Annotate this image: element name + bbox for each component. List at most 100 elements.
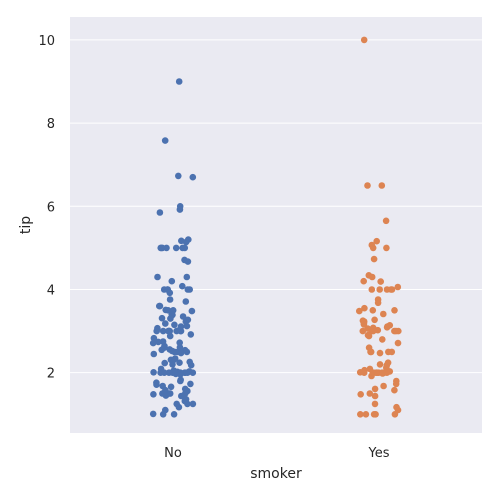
data-point-yes-77	[391, 386, 398, 394]
data-point-yes-18	[368, 286, 376, 293]
data-point-no-28	[166, 289, 174, 297]
data-point-yes-23	[369, 307, 377, 314]
data-point-no-21	[168, 277, 176, 285]
data-point-no-19	[183, 273, 191, 281]
y-tick-label: 6	[47, 200, 55, 215]
data-point-no-63	[149, 339, 157, 347]
data-point-yes-3	[382, 217, 390, 225]
data-point-no-3	[189, 173, 197, 181]
data-point-yes-15	[376, 286, 384, 293]
data-point-yes-4	[373, 237, 381, 245]
data-point-no-126	[175, 403, 183, 411]
data-point-yes-8	[370, 255, 378, 263]
data-point-yes-79	[357, 391, 365, 398]
data-point-no-96	[157, 369, 164, 377]
data-point-no-123	[149, 410, 157, 418]
data-point-no-73	[177, 349, 185, 357]
data-point-yes-51	[367, 348, 374, 356]
data-point-no-0	[175, 78, 183, 85]
data-point-no-2	[175, 172, 182, 180]
data-point-yes-39	[359, 327, 367, 335]
data-point-yes-26	[371, 316, 378, 324]
data-point-no-132	[177, 377, 184, 385]
data-point-yes-41	[369, 327, 377, 335]
data-point-no-59	[150, 334, 158, 342]
data-point-no-20	[154, 273, 161, 281]
data-point-yes-0	[360, 36, 368, 44]
y-tick-labels: 2 4 6 8 10	[38, 34, 55, 382]
data-point-no-1	[161, 137, 169, 144]
data-point-no-43	[162, 320, 169, 327]
data-point-no-32	[156, 302, 163, 310]
data-point-no-57	[187, 331, 195, 338]
data-point-no-124	[159, 411, 167, 418]
data-point-yes-50	[388, 348, 396, 356]
data-point-no-53	[159, 327, 167, 335]
data-point-yes-87	[362, 411, 370, 418]
data-point-no-103	[187, 380, 194, 388]
gridlines	[70, 39, 482, 374]
data-point-no-121	[184, 400, 191, 408]
data-point-yes-46	[394, 339, 402, 347]
data-point-no-106	[167, 383, 175, 391]
data-point-no-30	[182, 298, 190, 305]
data-point-no-99	[184, 369, 191, 377]
data-point-no-128	[176, 344, 184, 351]
data-point-yes-80	[371, 392, 379, 400]
data-point-no-27	[184, 286, 192, 293]
data-point-no-49	[153, 327, 160, 335]
data-point-no-58	[166, 332, 174, 340]
data-point-yes-70	[373, 369, 380, 377]
data-point-yes-84	[357, 411, 364, 418]
data-point-yes-81	[371, 400, 379, 408]
data-point-no-131	[186, 358, 193, 366]
data-point-no-18	[184, 258, 192, 265]
data-point-yes-13	[394, 283, 402, 291]
data-point-no-38	[179, 313, 187, 320]
data-point-yes-61	[360, 369, 368, 377]
data-point-no-80	[169, 361, 176, 368]
data-point-no-67	[158, 346, 165, 354]
data-point-no-79	[161, 359, 168, 367]
data-point-no-6	[156, 209, 164, 216]
data-point-no-61	[155, 338, 162, 346]
data-point-yes-2	[364, 182, 371, 189]
data-point-no-44	[171, 321, 178, 329]
x-tick-label: Yes	[368, 446, 390, 461]
data-point-yes-25	[380, 310, 387, 318]
data-point-yes-45	[379, 336, 386, 343]
y-tick-label: 8	[47, 117, 55, 132]
data-point-yes-88	[391, 411, 399, 418]
data-point-yes-10	[368, 273, 376, 281]
data-point-no-129	[169, 311, 176, 319]
data-point-no-119	[189, 400, 197, 408]
data-point-no-71	[183, 348, 191, 356]
data-point-no-16	[158, 244, 165, 252]
data-points	[149, 36, 402, 418]
data-point-no-74	[150, 350, 158, 358]
y-axis-label: tip	[18, 216, 34, 234]
data-point-yes-1	[378, 182, 386, 189]
data-point-yes-71	[379, 370, 386, 377]
data-point-no-39	[158, 314, 166, 322]
data-point-yes-75	[380, 382, 387, 390]
y-tick-label: 4	[47, 283, 55, 298]
data-point-no-94	[189, 369, 197, 377]
x-tick-label: No	[164, 446, 182, 461]
data-point-yes-86	[370, 411, 378, 418]
plot-background	[70, 17, 482, 433]
data-point-yes-7	[369, 244, 377, 252]
x-axis-label: smoker	[250, 466, 302, 482]
data-point-yes-78	[366, 390, 374, 397]
data-point-no-12	[181, 244, 189, 252]
data-point-no-29	[166, 296, 174, 303]
data-point-no-86	[150, 369, 157, 376]
data-point-no-56	[166, 327, 173, 335]
data-point-no-14	[172, 244, 180, 252]
data-point-yes-24	[356, 307, 363, 315]
data-point-no-115	[162, 392, 170, 399]
data-point-no-125	[170, 411, 178, 418]
data-point-yes-21	[361, 304, 368, 312]
data-point-no-36	[188, 307, 196, 315]
data-point-yes-20	[374, 299, 382, 307]
